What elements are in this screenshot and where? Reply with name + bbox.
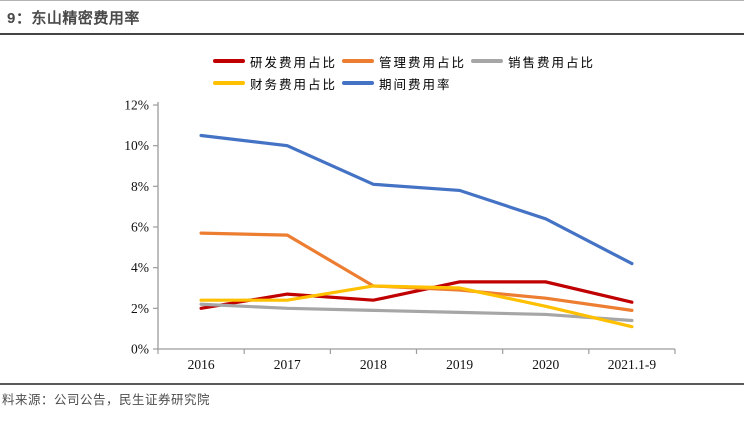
x-tick-label-2021.1-9: 2021.1-9 — [608, 357, 657, 372]
top-border-rule — [0, 0, 744, 1]
source-note: 料来源：公司公告，民生证券研究院 — [2, 393, 211, 407]
x-tick-label-2020: 2020 — [532, 357, 559, 372]
source-divider-rule — [0, 383, 744, 385]
y-tick-label: 2% — [131, 301, 149, 316]
legend-swatch-admin-expense-ratio — [342, 59, 374, 63]
legend-swatch-period-expense-rate — [342, 81, 374, 85]
y-tick-label: 4% — [131, 260, 149, 275]
legend-item-admin-expense-ratio: 管理费用占比 — [342, 52, 471, 71]
x-tick-label-2017: 2017 — [274, 357, 301, 372]
x-tick-label-2018: 2018 — [360, 357, 387, 372]
title-divider-rule — [0, 33, 744, 35]
legend-item-finance-expense-ratio: 财务费用占比 — [213, 74, 342, 93]
series-line-period-expense-rate — [199, 133, 634, 266]
legend-swatch-finance-expense-ratio — [213, 81, 245, 85]
legend-label-sales-expense-ratio: 销售费用占比 — [508, 55, 596, 70]
y-tick-label: 0% — [131, 342, 149, 357]
legend-row-1: 研发费用占比 管理费用占比 销售费用占比 — [213, 50, 600, 72]
legend-label-period-expense-rate: 期间费用率 — [379, 77, 452, 92]
y-tick-label: 10% — [124, 138, 149, 153]
legend-swatch-sales-expense-ratio — [471, 59, 503, 63]
series-line-rd-expense-ratio — [199, 280, 634, 310]
chart-title: 9：东山精密费用率 — [7, 10, 140, 27]
legend-item-sales-expense-ratio: 销售费用占比 — [471, 52, 600, 71]
chart-legend: 研发费用占比 管理费用占比 销售费用占比财务费用占比 期间费用率 — [213, 50, 600, 94]
legend-row-2: 财务费用占比 期间费用率 — [213, 72, 600, 94]
x-tick-label-2016: 2016 — [188, 357, 215, 372]
y-tick-label: 12% — [124, 98, 149, 113]
legend-item-rd-expense-ratio: 研发费用占比 — [213, 52, 342, 71]
y-tick-label: 6% — [131, 220, 149, 235]
legend-item-period-expense-rate: 期间费用率 — [342, 74, 471, 93]
x-tick-label-2019: 2019 — [446, 357, 473, 372]
expense-ratio-line-chart: 0% 2% 4% 6% 8% 10% 12% 2016 2017 2018 2019 2020 2021… — [124, 98, 676, 372]
legend-label-admin-expense-ratio: 管理费用占比 — [379, 55, 467, 70]
legend-label-rd-expense-ratio: 研发费用占比 — [250, 55, 338, 70]
series-line-sales-expense-ratio — [199, 302, 634, 323]
legend-label-finance-expense-ratio: 财务费用占比 — [250, 77, 338, 92]
y-tick-label: 8% — [131, 179, 149, 194]
legend-swatch-rd-expense-ratio — [213, 59, 245, 63]
series-line-finance-expense-ratio — [199, 284, 634, 329]
